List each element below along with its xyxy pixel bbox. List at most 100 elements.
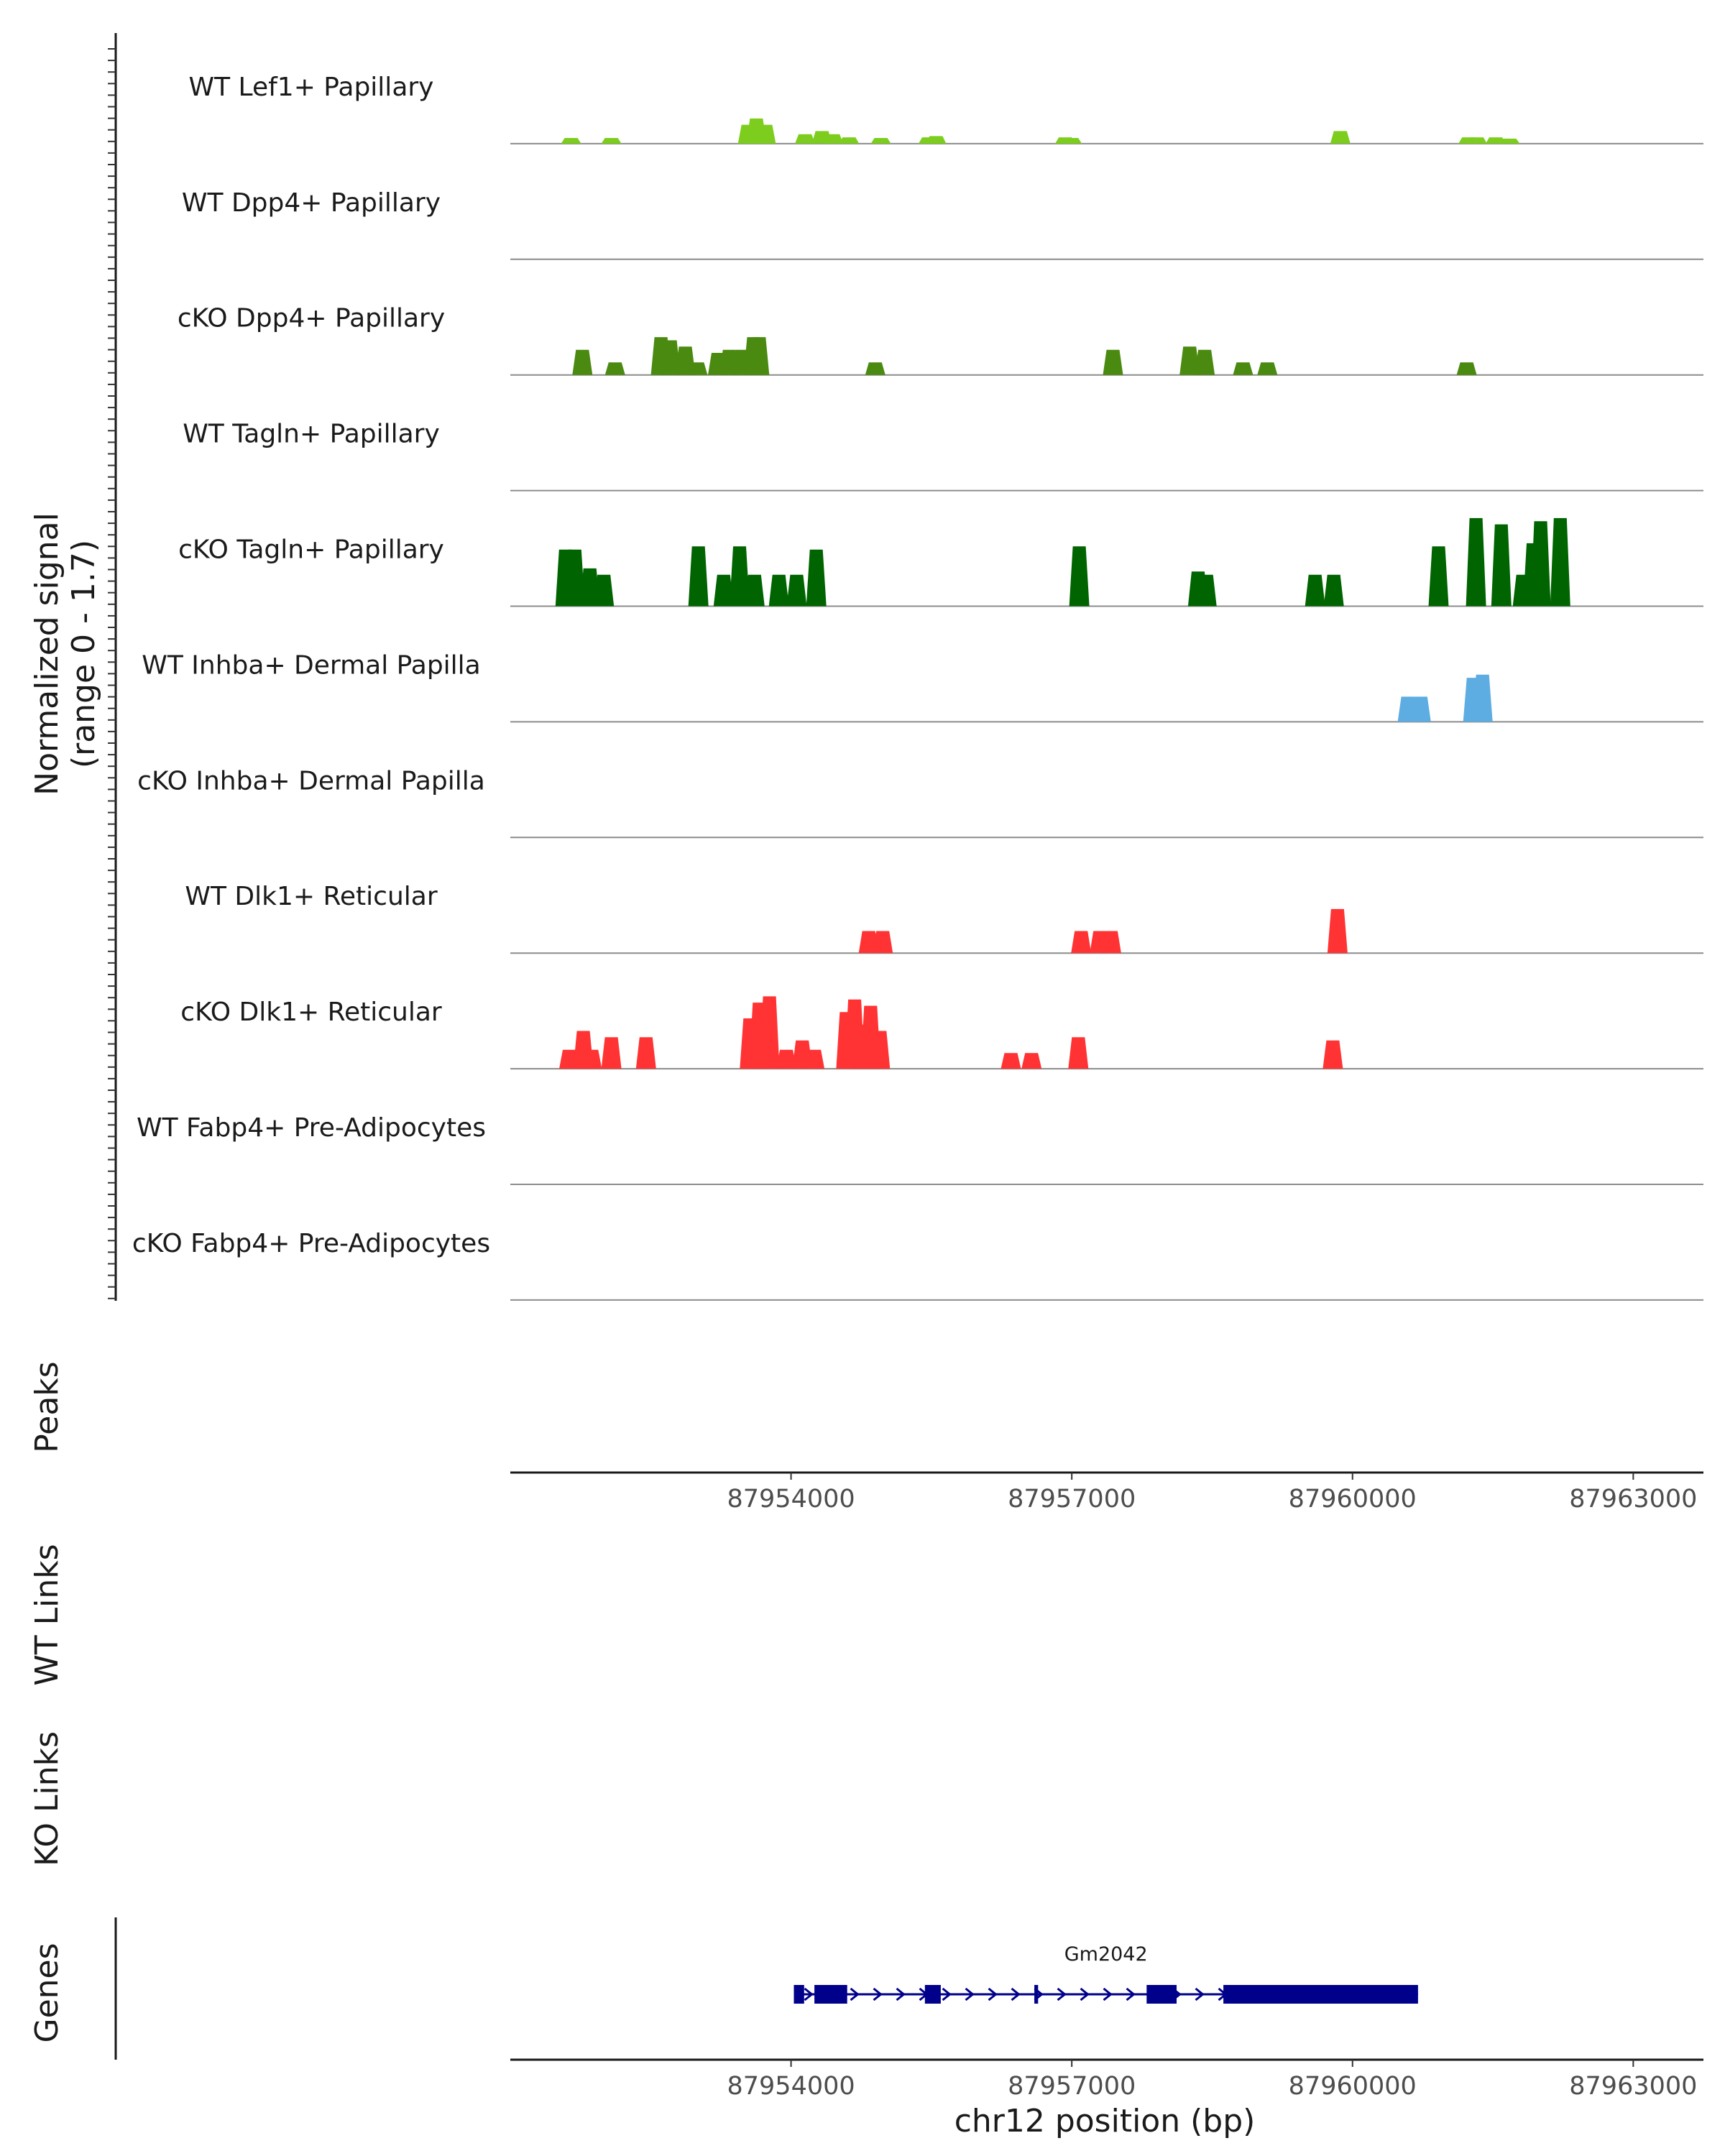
- coverage-peak: [1179, 346, 1200, 375]
- coverage-peak: [1466, 137, 1487, 144]
- peaks-x-ticks: 87954000 87957000 87960000 87963000: [727, 1473, 1697, 1514]
- x-tick-label: 87957000: [1008, 2072, 1136, 2101]
- coverage-peak: [1327, 908, 1348, 954]
- genes-panel-label: Genes: [29, 1943, 65, 2042]
- signal-y-axis: [108, 33, 117, 1301]
- gene-exon: [1034, 1985, 1039, 2004]
- track-row: WT Inhba+ Dermal Papilla: [142, 650, 1703, 723]
- strand-arrow: [942, 1987, 952, 2001]
- strand-arrow: [988, 1987, 998, 2001]
- coverage-peak: [635, 1037, 656, 1069]
- x-tick-label: 87960000: [1289, 1485, 1417, 1514]
- track-label: cKO Dlk1+ Reticular: [180, 998, 442, 1027]
- gene-name-label: Gm2042: [1064, 1943, 1148, 1966]
- coverage-peak: [755, 124, 776, 144]
- x-tick-label: 87960000: [1289, 2072, 1417, 2101]
- coverage-peak: [1195, 349, 1215, 375]
- x-tick-label: 87954000: [727, 2072, 855, 2101]
- coverage-peak: [786, 574, 807, 607]
- track-label: WT Lef1+ Papillary: [189, 73, 434, 102]
- coverage-peak: [776, 1049, 797, 1069]
- genes-x-ticks: 87954000 87957000 87960000 87963000: [727, 2060, 1697, 2101]
- track-label: WT Dpp4+ Papillary: [182, 188, 441, 218]
- track-row: cKO Inhba+ Dermal Papilla: [137, 766, 1703, 839]
- track-label: WT Inhba+ Dermal Papilla: [142, 650, 480, 680]
- gene-exon: [1146, 1985, 1177, 2004]
- coverage-peak: [1305, 574, 1325, 607]
- coverage-peak: [1499, 138, 1520, 144]
- coverage-peak: [1428, 546, 1449, 607]
- strand-arrow: [873, 1987, 883, 2001]
- coverage-peak: [873, 931, 893, 954]
- coverage-peak: [1103, 349, 1123, 375]
- coverage-peak: [1069, 546, 1090, 607]
- gene-exon: [794, 1985, 804, 2004]
- coverage-peak: [759, 996, 780, 1069]
- coverage-peak: [561, 138, 581, 144]
- coverage-peak: [581, 1049, 602, 1069]
- track-row: WT Fabp4+ Pre-Adipocytes: [137, 1113, 1703, 1185]
- coverage-peak: [601, 1037, 622, 1069]
- coverage-peak: [926, 136, 947, 144]
- coverage-peak: [865, 362, 886, 375]
- coverage-peak: [713, 574, 734, 607]
- track-row: WT Dlk1+ Reticular: [185, 882, 1703, 954]
- coverage-peak: [604, 362, 625, 375]
- coverage-peak: [768, 574, 789, 607]
- coverage-peak: [1491, 524, 1512, 607]
- coverage-peak: [1100, 931, 1121, 954]
- coverage-peak: [601, 138, 622, 144]
- coverage-peak: [1257, 362, 1278, 375]
- x-tick-label: 87963000: [1569, 2072, 1697, 2101]
- coverage-peak: [579, 568, 600, 607]
- coverage-peak: [1068, 1037, 1089, 1069]
- gene-track: Gm2042: [794, 1943, 1418, 2004]
- track-label: WT Tagln+ Papillary: [183, 420, 440, 449]
- coverage-peak: [572, 349, 593, 375]
- signal-tracks: WT Lef1+ Papillary WT Dpp4+ Papillary cKO …: [132, 73, 1703, 1301]
- track-label: WT Dlk1+ Reticular: [185, 882, 437, 911]
- genes-x-axis: 87954000 87957000 87960000 87963000: [510, 2058, 1703, 2101]
- coverage-peak: [839, 137, 860, 144]
- strand-arrow: [965, 1987, 975, 2001]
- track-row: WT Dpp4+ Papillary: [182, 188, 1703, 260]
- peaks-panel-label: Peaks: [29, 1361, 65, 1452]
- coverage-peak: [1472, 674, 1493, 722]
- strand-arrow: [1057, 1987, 1067, 2001]
- coverage-peak: [730, 546, 750, 607]
- coverage-peak: [1000, 1053, 1021, 1069]
- ko-links-panel-label: KO Links: [29, 1731, 65, 1866]
- coverage-peak: [823, 134, 844, 144]
- coverage-peak: [1196, 574, 1217, 607]
- signal-ylabel-line2: (range 0 - 1.7): [65, 540, 102, 768]
- strand-arrow: [896, 1987, 906, 2001]
- coverage-peak: [806, 549, 827, 607]
- coverage-peak: [564, 549, 585, 607]
- coverage-peak: [1456, 362, 1477, 375]
- coverage-peak: [1330, 131, 1351, 144]
- gene-exon: [814, 1985, 847, 2004]
- track-row: WT Lef1+ Papillary: [189, 73, 1703, 144]
- strand-arrow: [1195, 1987, 1205, 2001]
- track-row: cKO Tagln+ Papillary: [178, 517, 1703, 607]
- track-label: cKO Fabp4+ Pre-Adipocytes: [132, 1229, 490, 1258]
- signal-ylabel-line1: Normalized signal: [29, 512, 65, 796]
- coverage-peak: [1323, 574, 1344, 607]
- coverage-peak: [1021, 1053, 1042, 1069]
- coverage-peak: [744, 574, 765, 607]
- coverage-peak: [1486, 137, 1506, 144]
- strand-arrow: [804, 1987, 814, 2001]
- coverage-peak: [1550, 517, 1570, 607]
- coverage-peak: [1322, 1040, 1343, 1069]
- coverage-peak: [1062, 138, 1082, 144]
- coverage-peak: [870, 1031, 891, 1069]
- track-row: cKO Dlk1+ Reticular: [180, 996, 1703, 1070]
- coverage-peak: [804, 1049, 825, 1069]
- coverage-peak: [1466, 517, 1486, 607]
- coverage-peak: [1530, 521, 1551, 607]
- track-label: WT Fabp4+ Pre-Adipocytes: [137, 1113, 486, 1143]
- strand-arrow: [1080, 1987, 1090, 2001]
- coverage-peak: [870, 138, 891, 144]
- strand-arrow: [1011, 1987, 1021, 2001]
